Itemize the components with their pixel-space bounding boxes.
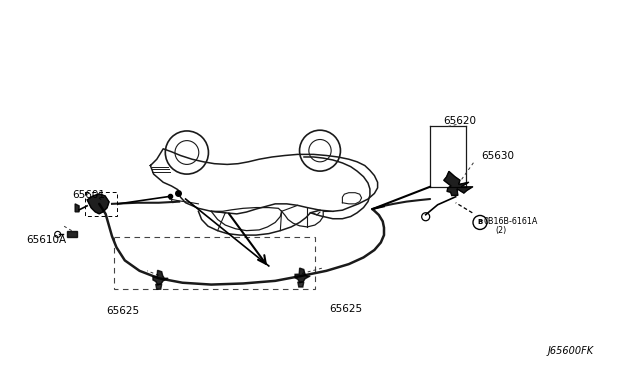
Polygon shape [444,171,473,196]
Polygon shape [75,204,79,212]
Text: B: B [477,219,483,225]
Text: 65625: 65625 [106,306,140,316]
Bar [114,237,315,289]
Polygon shape [295,268,310,283]
Polygon shape [298,282,304,287]
Polygon shape [156,284,162,289]
Text: 65610A: 65610A [26,235,66,245]
Text: 65620: 65620 [443,116,476,126]
Text: 65625: 65625 [330,304,363,314]
Text: J65600FK: J65600FK [548,346,594,356]
Polygon shape [67,231,77,237]
Text: 0B16B-6161A: 0B16B-6161A [484,217,538,226]
Text: (2): (2) [495,226,507,235]
Polygon shape [87,194,109,214]
Bar [85,192,117,216]
Text: 65601: 65601 [72,190,105,200]
Text: 65630: 65630 [481,151,515,161]
Polygon shape [153,270,168,285]
